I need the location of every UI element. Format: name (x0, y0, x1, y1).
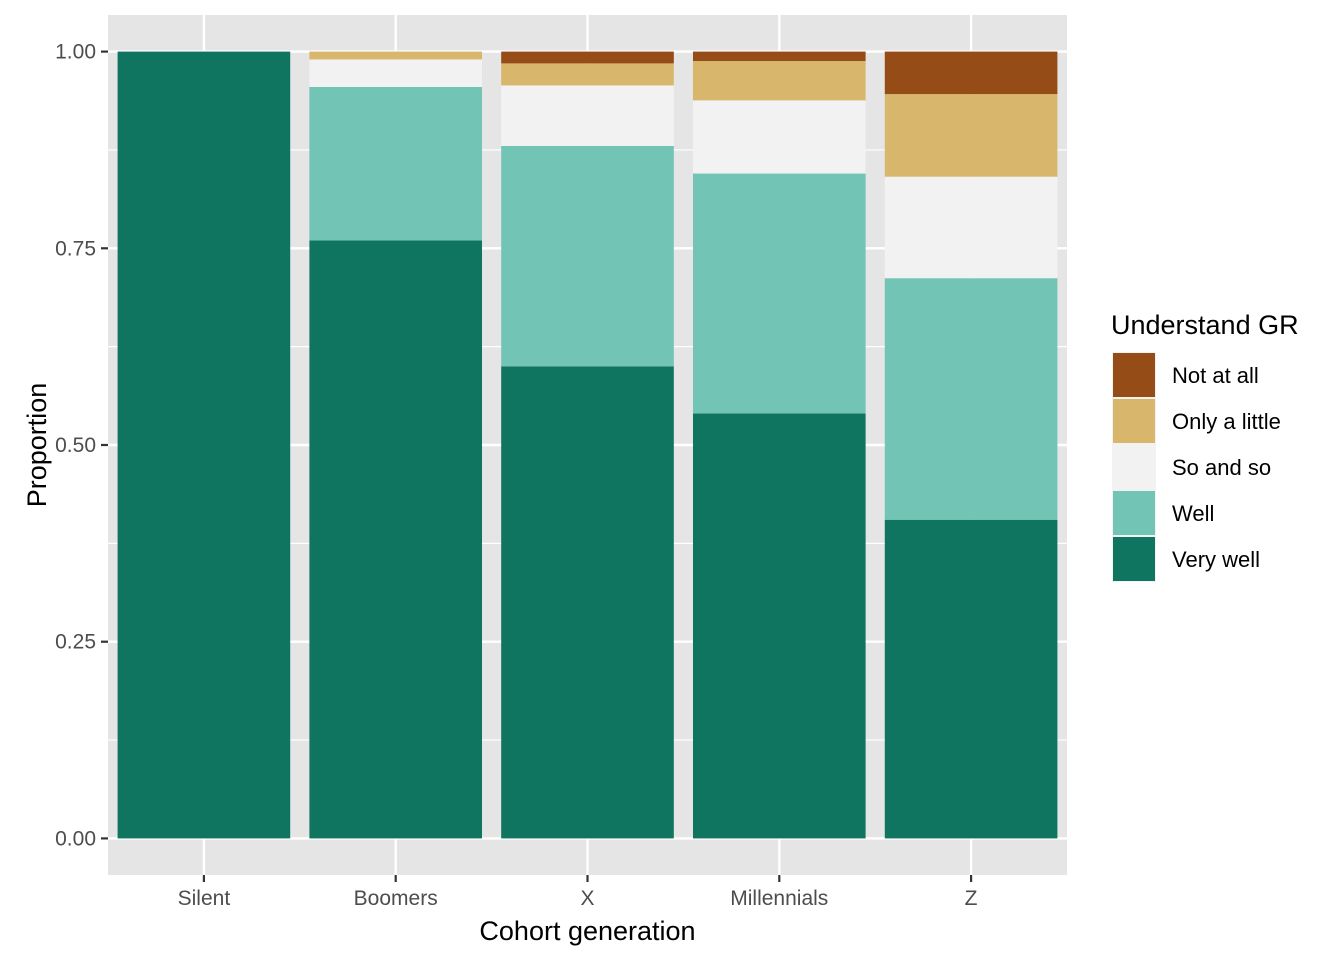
bar-segment (501, 366, 674, 839)
legend-title: Understand GR (1111, 310, 1299, 340)
x-tick-label: X (580, 887, 594, 910)
bar-segment (309, 51, 483, 60)
bar-segment (884, 51, 1058, 95)
bar-segment (501, 85, 674, 147)
legend-label: So and so (1172, 455, 1271, 480)
bar-segment (692, 61, 866, 101)
y-axis-title: Proportion (22, 383, 52, 508)
x-axis-title: Cohort generation (479, 916, 695, 946)
x-axis: Silent Boomers X Millennials Z (178, 875, 978, 910)
y-axis: 0.00 0.25 0.50 0.75 1.00 (55, 41, 108, 850)
legend-swatch (1113, 399, 1155, 443)
y-tick-label: 0.25 (55, 631, 96, 654)
bar-segment (309, 240, 483, 839)
legend-label: Not at all (1172, 363, 1259, 388)
legend-swatch (1113, 491, 1155, 535)
bar-segment (692, 51, 866, 62)
x-tick-label: Boomers (354, 887, 438, 910)
x-tick-label: Millennials (730, 887, 828, 910)
bar-segment (884, 94, 1058, 177)
x-tick-label: Z (965, 887, 978, 910)
legend-label: Only a little (1172, 409, 1281, 434)
bar-segment (884, 176, 1058, 279)
bar-segment (501, 51, 674, 64)
bar-segment (309, 86, 483, 241)
bar-segment (692, 413, 866, 839)
bar-segment (692, 100, 866, 174)
bar-segment (884, 278, 1058, 520)
legend-swatch (1113, 353, 1155, 397)
y-tick-label: 0.00 (55, 827, 96, 850)
y-tick-label: 1.00 (55, 41, 96, 64)
bar-segment (309, 59, 483, 87)
legend-items: Not at all Only a little So and so Well Very… (1112, 352, 1281, 582)
y-tick-label: 0.75 (55, 237, 96, 260)
bar-segment (117, 51, 291, 839)
legend-label: Well (1172, 501, 1214, 526)
x-tick-label: Silent (178, 887, 231, 910)
bar-segment (884, 519, 1058, 839)
legend: Understand GR Not at all Only a little So … (1111, 310, 1299, 582)
bar-segment (692, 173, 866, 414)
legend-label: Very well (1172, 547, 1260, 572)
bar-segment (501, 146, 674, 367)
legend-swatch (1113, 445, 1155, 489)
y-tick-label: 0.50 (55, 434, 96, 457)
bar-segment (501, 63, 674, 86)
bars-layer (117, 51, 1058, 839)
legend-swatch (1113, 537, 1155, 581)
